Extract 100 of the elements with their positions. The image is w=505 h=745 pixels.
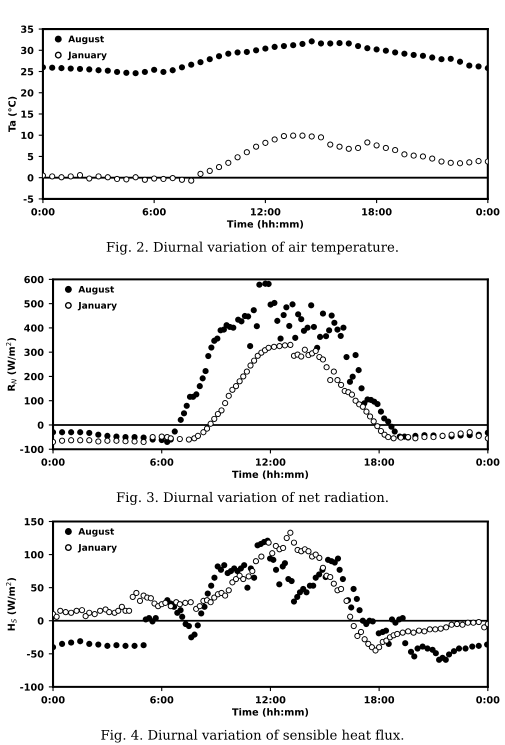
point: [466, 62, 472, 69]
point: [234, 154, 241, 160]
point: [262, 140, 268, 146]
y-tick-label: 0: [28, 174, 34, 182]
point: [197, 170, 204, 177]
point: [272, 136, 278, 143]
point: [95, 67, 102, 74]
x-tick-label: 6:00: [150, 458, 174, 466]
x-tick-label: 0:00: [476, 208, 500, 216]
x-tick-label: 0:00: [476, 458, 500, 466]
point: [382, 48, 389, 54]
point: [188, 62, 194, 68]
point: [244, 149, 250, 156]
point: [354, 144, 362, 152]
point: [346, 146, 352, 152]
point: [95, 173, 102, 180]
point: [299, 132, 306, 139]
point: [290, 42, 296, 48]
point: [438, 56, 445, 62]
point: [448, 160, 454, 166]
point: [382, 144, 389, 152]
point: [401, 50, 408, 57]
y-tick-label: 100: [24, 551, 44, 558]
point: [475, 158, 482, 164]
point: [86, 175, 92, 182]
point: [142, 68, 148, 76]
y-tick-label: 200: [24, 372, 44, 380]
point: [114, 176, 120, 182]
point: [216, 53, 222, 60]
x-tick-label: 0:00: [476, 696, 500, 704]
point: [225, 160, 232, 166]
point: [364, 139, 370, 146]
point: [392, 146, 398, 154]
y-tick-label: 20: [21, 89, 34, 97]
point: [151, 66, 158, 73]
point: [327, 141, 334, 148]
point: [438, 158, 445, 165]
y-tick-label: 0: [38, 617, 44, 625]
point: [206, 56, 213, 62]
x-axis-title: Time (hh:mm): [232, 708, 308, 717]
x-tick-label: 12:00: [256, 458, 286, 466]
point: [104, 174, 111, 180]
point: [114, 68, 120, 76]
point: [354, 42, 362, 50]
y-axis-title: H$_{S}$ (W/m$^{2}$): [6, 578, 16, 630]
point: [160, 68, 167, 76]
y-axis-title: R$_{N}$ (W/m$^{2}$): [6, 338, 16, 391]
x-tick-label: 18:00: [362, 208, 392, 216]
point: [420, 52, 426, 59]
point: [132, 174, 139, 180]
point: [374, 142, 380, 148]
point: [253, 144, 260, 150]
y-tick-label: -5: [24, 196, 34, 203]
point: [410, 52, 417, 58]
y-tick-label: 25: [21, 68, 34, 76]
x-tick-label: 12:00: [256, 696, 286, 704]
point: [49, 173, 56, 180]
point: [76, 172, 84, 178]
x-tick-label: 0:00: [31, 208, 55, 216]
x-tick-label: 18:00: [364, 696, 394, 704]
y-axis-title: Ta (°C): [8, 96, 17, 132]
legend-label: January: [78, 544, 117, 553]
point: [456, 58, 464, 65]
y-tick-label: 100: [24, 397, 44, 405]
point: [475, 63, 482, 70]
y-tick-label: 50: [31, 584, 44, 592]
point: [68, 173, 74, 180]
point: [123, 70, 130, 76]
point: [68, 65, 74, 72]
point: [308, 133, 315, 140]
y-tick-label: 5: [28, 153, 34, 160]
point: [170, 67, 176, 74]
point: [253, 47, 260, 54]
point: [280, 132, 287, 140]
point: [466, 159, 472, 166]
y-tick-label: -100: [20, 683, 44, 691]
point: [216, 164, 222, 170]
point: [142, 176, 148, 183]
point: [123, 176, 130, 182]
point: [318, 40, 324, 47]
y-tick-label: 400: [24, 324, 44, 332]
x-tick-label: 0:00: [41, 696, 65, 704]
point: [225, 50, 232, 57]
x-axis-title: Time (hh:mm): [226, 220, 304, 229]
point: [76, 66, 84, 72]
point: [160, 176, 167, 182]
point: [86, 66, 92, 72]
text: Fig. 2. Diurnal variation of air temperature.: [106, 242, 398, 255]
text: Fig. 3. Diurnal variation of net radiation.: [116, 492, 388, 505]
y-tick-label: -100: [20, 446, 44, 454]
legend-label: August: [78, 528, 114, 537]
point: [318, 134, 324, 140]
y-tick-label: 15: [21, 110, 34, 118]
point: [456, 160, 464, 166]
point: [178, 64, 186, 70]
y-tick-label: 600: [24, 276, 44, 284]
point: [280, 42, 287, 50]
point: [336, 40, 343, 46]
y-tick-label: -50: [26, 650, 44, 658]
point: [49, 64, 56, 71]
